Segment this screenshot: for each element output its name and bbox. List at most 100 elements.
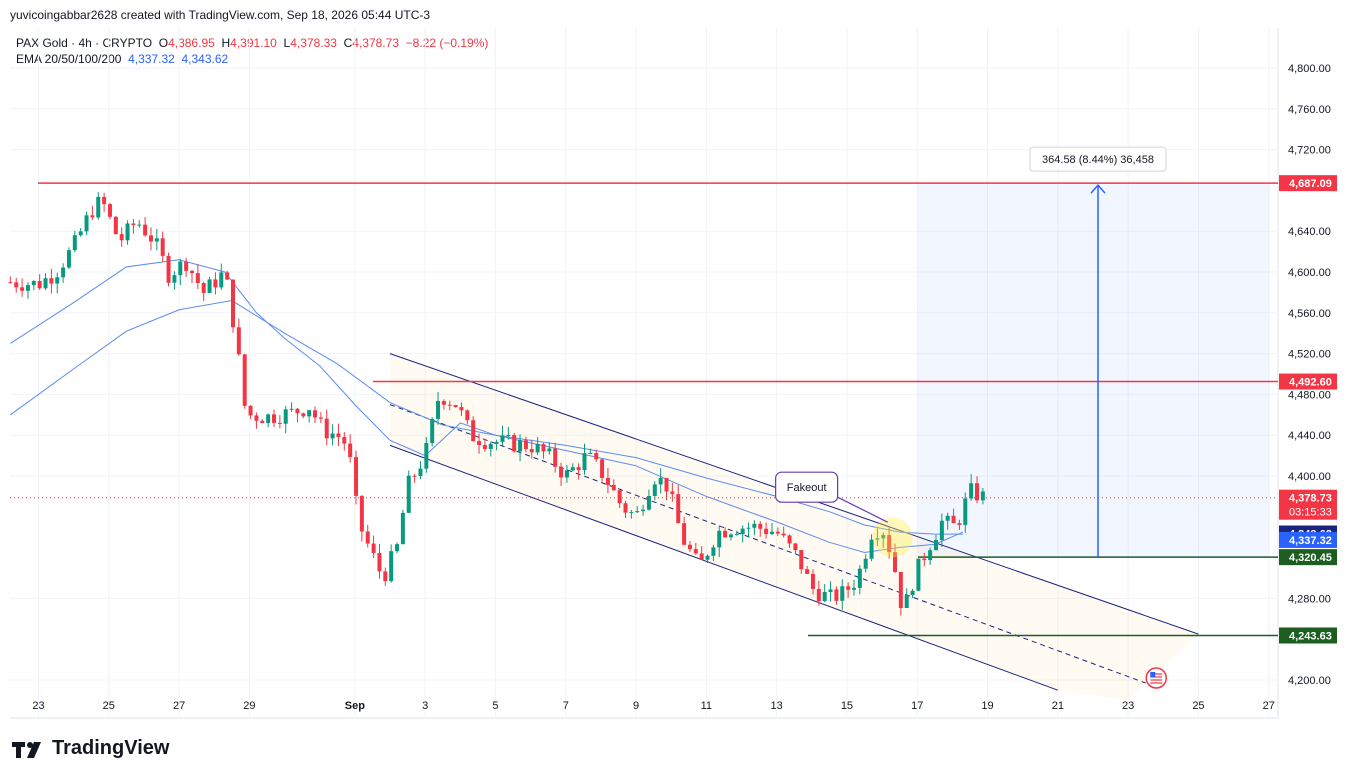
- candle-body[interactable]: [37, 281, 42, 289]
- candle-body[interactable]: [254, 415, 259, 421]
- candle-body[interactable]: [125, 223, 130, 241]
- candle-body[interactable]: [787, 535, 792, 544]
- candle-body[interactable]: [20, 287, 25, 291]
- candle-body[interactable]: [635, 511, 640, 513]
- candle-body[interactable]: [277, 422, 282, 424]
- candle-body[interactable]: [236, 327, 241, 355]
- candle-body[interactable]: [523, 440, 528, 450]
- candle-body[interactable]: [113, 216, 118, 235]
- candle-body[interactable]: [559, 466, 564, 478]
- candle-body[interactable]: [61, 267, 66, 278]
- candle-body[interactable]: [951, 515, 956, 524]
- candle-body[interactable]: [119, 234, 124, 241]
- candle-body[interactable]: [72, 235, 77, 251]
- candle-body[interactable]: [793, 543, 798, 551]
- candle-body[interactable]: [764, 528, 769, 535]
- candle-body[interactable]: [383, 571, 388, 582]
- candle-body[interactable]: [816, 588, 821, 602]
- candle-body[interactable]: [453, 405, 458, 408]
- candle-body[interactable]: [131, 223, 136, 226]
- candle-body[interactable]: [676, 494, 681, 524]
- candle-body[interactable]: [781, 533, 786, 536]
- candle-body[interactable]: [863, 558, 868, 569]
- candle-body[interactable]: [359, 495, 364, 532]
- candle-body[interactable]: [699, 553, 704, 560]
- candle-body[interactable]: [828, 589, 833, 592]
- candle-body[interactable]: [424, 443, 429, 469]
- candle-body[interactable]: [313, 410, 318, 418]
- candle-body[interactable]: [822, 591, 827, 602]
- candle-body[interactable]: [412, 475, 417, 477]
- tradingview-logo[interactable]: TradingView: [12, 737, 169, 760]
- candle-body[interactable]: [459, 407, 464, 411]
- candle-body[interactable]: [693, 549, 698, 554]
- candle-body[interactable]: [465, 410, 470, 421]
- candle-body[interactable]: [500, 435, 505, 442]
- candle-body[interactable]: [66, 250, 71, 268]
- candle-body[interactable]: [213, 279, 218, 288]
- candle-body[interactable]: [682, 523, 687, 545]
- candle-body[interactable]: [600, 459, 605, 478]
- candle-body[interactable]: [266, 414, 271, 424]
- candle-body[interactable]: [295, 408, 300, 414]
- candle-body[interactable]: [670, 491, 675, 495]
- candle-body[interactable]: [289, 408, 294, 410]
- candle-body[interactable]: [377, 552, 382, 572]
- candle-body[interactable]: [928, 550, 933, 561]
- candle-body[interactable]: [107, 204, 112, 217]
- candle-body[interactable]: [447, 404, 452, 406]
- candle-body[interactable]: [248, 405, 253, 416]
- candle-body[interactable]: [799, 550, 804, 570]
- candle-body[interactable]: [705, 555, 710, 560]
- candle-body[interactable]: [529, 449, 534, 453]
- candle-body[interactable]: [436, 401, 441, 419]
- candle-body[interactable]: [418, 468, 423, 476]
- candle-body[interactable]: [78, 231, 83, 236]
- candle-body[interactable]: [881, 535, 886, 539]
- candle-body[interactable]: [570, 467, 575, 471]
- candle-body[interactable]: [810, 573, 815, 589]
- candle-body[interactable]: [488, 443, 493, 449]
- candle-body[interactable]: [851, 587, 856, 590]
- candle-body[interactable]: [318, 417, 323, 419]
- candle-body[interactable]: [875, 538, 880, 540]
- channel-lower-line[interactable]: [389, 444, 1059, 691]
- candle-body[interactable]: [160, 238, 165, 256]
- ema-line-2[interactable]: [10, 300, 963, 535]
- candle-body[interactable]: [922, 558, 927, 561]
- candle-body[interactable]: [904, 595, 909, 608]
- candle-body[interactable]: [336, 433, 341, 438]
- candle-body[interactable]: [90, 215, 95, 218]
- candle-body[interactable]: [55, 277, 60, 284]
- candle-body[interactable]: [172, 275, 177, 283]
- candle-body[interactable]: [342, 437, 347, 444]
- candle-body[interactable]: [307, 410, 312, 417]
- candle-body[interactable]: [869, 539, 874, 559]
- candle-body[interactable]: [166, 255, 171, 283]
- candle-body[interactable]: [148, 235, 153, 242]
- candle-body[interactable]: [892, 552, 897, 572]
- candle-body[interactable]: [611, 484, 616, 491]
- candle-body[interactable]: [664, 477, 669, 492]
- candle-body[interactable]: [916, 558, 921, 591]
- candle-body[interactable]: [25, 285, 30, 291]
- candle-body[interactable]: [512, 435, 517, 452]
- candle-body[interactable]: [629, 512, 634, 514]
- candle-body[interactable]: [506, 435, 511, 437]
- candle-body[interactable]: [805, 569, 810, 574]
- candle-body[interactable]: [594, 452, 599, 460]
- candle-body[interactable]: [471, 420, 476, 442]
- ema-line-1[interactable]: [10, 259, 964, 554]
- candle-body[interactable]: [775, 531, 780, 534]
- candle-body[interactable]: [857, 568, 862, 588]
- candle-body[interactable]: [617, 490, 622, 504]
- candle-body[interactable]: [740, 528, 745, 535]
- candle-body[interactable]: [482, 445, 487, 449]
- candle-body[interactable]: [945, 515, 950, 521]
- candle-body[interactable]: [834, 589, 839, 601]
- candle-body[interactable]: [975, 483, 980, 501]
- candle-body[interactable]: [887, 535, 892, 553]
- candle-body[interactable]: [260, 420, 265, 424]
- candle-body[interactable]: [272, 414, 277, 423]
- candle-body[interactable]: [518, 440, 523, 452]
